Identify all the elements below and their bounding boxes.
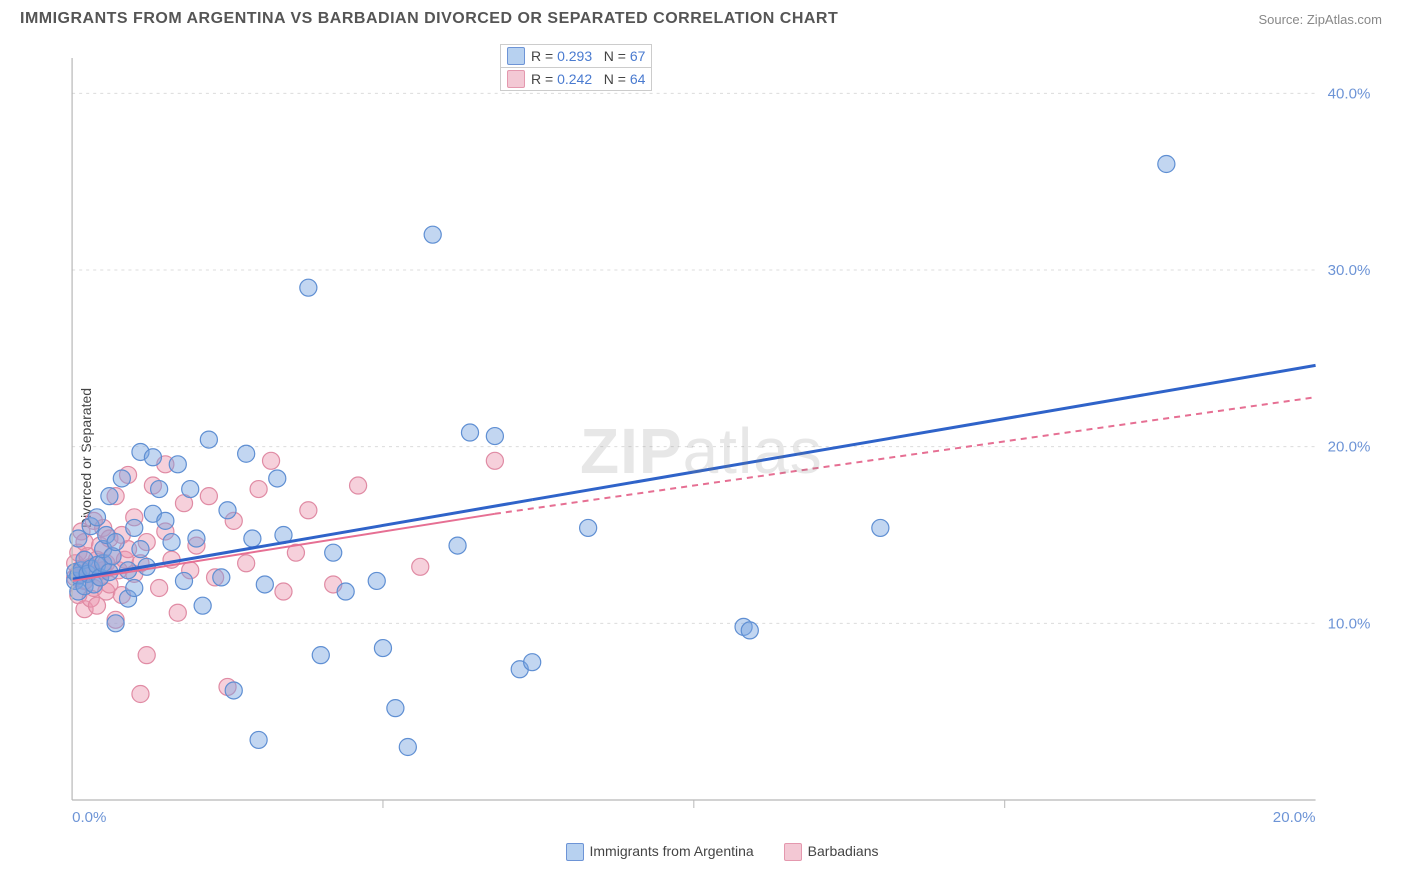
source-prefix: Source: xyxy=(1258,12,1306,27)
series-1-points xyxy=(67,156,1175,756)
axes xyxy=(72,58,1315,808)
svg-text:20.0%: 20.0% xyxy=(1328,439,1371,456)
svg-text:40.0%: 40.0% xyxy=(1328,85,1371,102)
legend-swatch-2 xyxy=(784,843,802,861)
legend-label-2: Barbadians xyxy=(808,843,879,859)
svg-text:10.0%: 10.0% xyxy=(1328,615,1371,632)
stats-legend: R = 0.293 N = 67 R = 0.242 N = 64 xyxy=(500,44,652,90)
trend-lines xyxy=(72,365,1315,581)
x-tick-labels: 0.0% 20.0% xyxy=(72,809,1315,824)
legend-item-1: Immigrants from Argentina xyxy=(566,843,754,861)
chart-title: IMMIGRANTS FROM ARGENTINA VS BARBADIAN D… xyxy=(20,10,838,28)
svg-text:0.0%: 0.0% xyxy=(72,809,106,824)
scatter-plot: 10.0% 20.0% 30.0% 40.0% 0.0% 20.0% xyxy=(58,44,1386,824)
source-site: ZipAtlas.com xyxy=(1307,12,1382,27)
y-tick-labels: 10.0% 20.0% 30.0% 40.0% xyxy=(1328,85,1371,632)
svg-text:30.0%: 30.0% xyxy=(1328,262,1371,279)
legend-swatch-1 xyxy=(566,843,584,861)
stats-legend-row: R = 0.293 N = 67 xyxy=(500,44,652,68)
svg-text:20.0%: 20.0% xyxy=(1273,809,1316,824)
legend-label-1: Immigrants from Argentina xyxy=(590,843,754,859)
chart-source: Source: ZipAtlas.com xyxy=(1258,12,1382,27)
chart-area: Divorced or Separated 10.0%20.0%30.0%40.… xyxy=(20,44,1386,872)
stats-legend-row: R = 0.242 N = 64 xyxy=(500,67,652,91)
series-legend: Immigrants from Argentina Barbadians xyxy=(58,832,1386,872)
legend-item-2: Barbadians xyxy=(784,843,879,861)
